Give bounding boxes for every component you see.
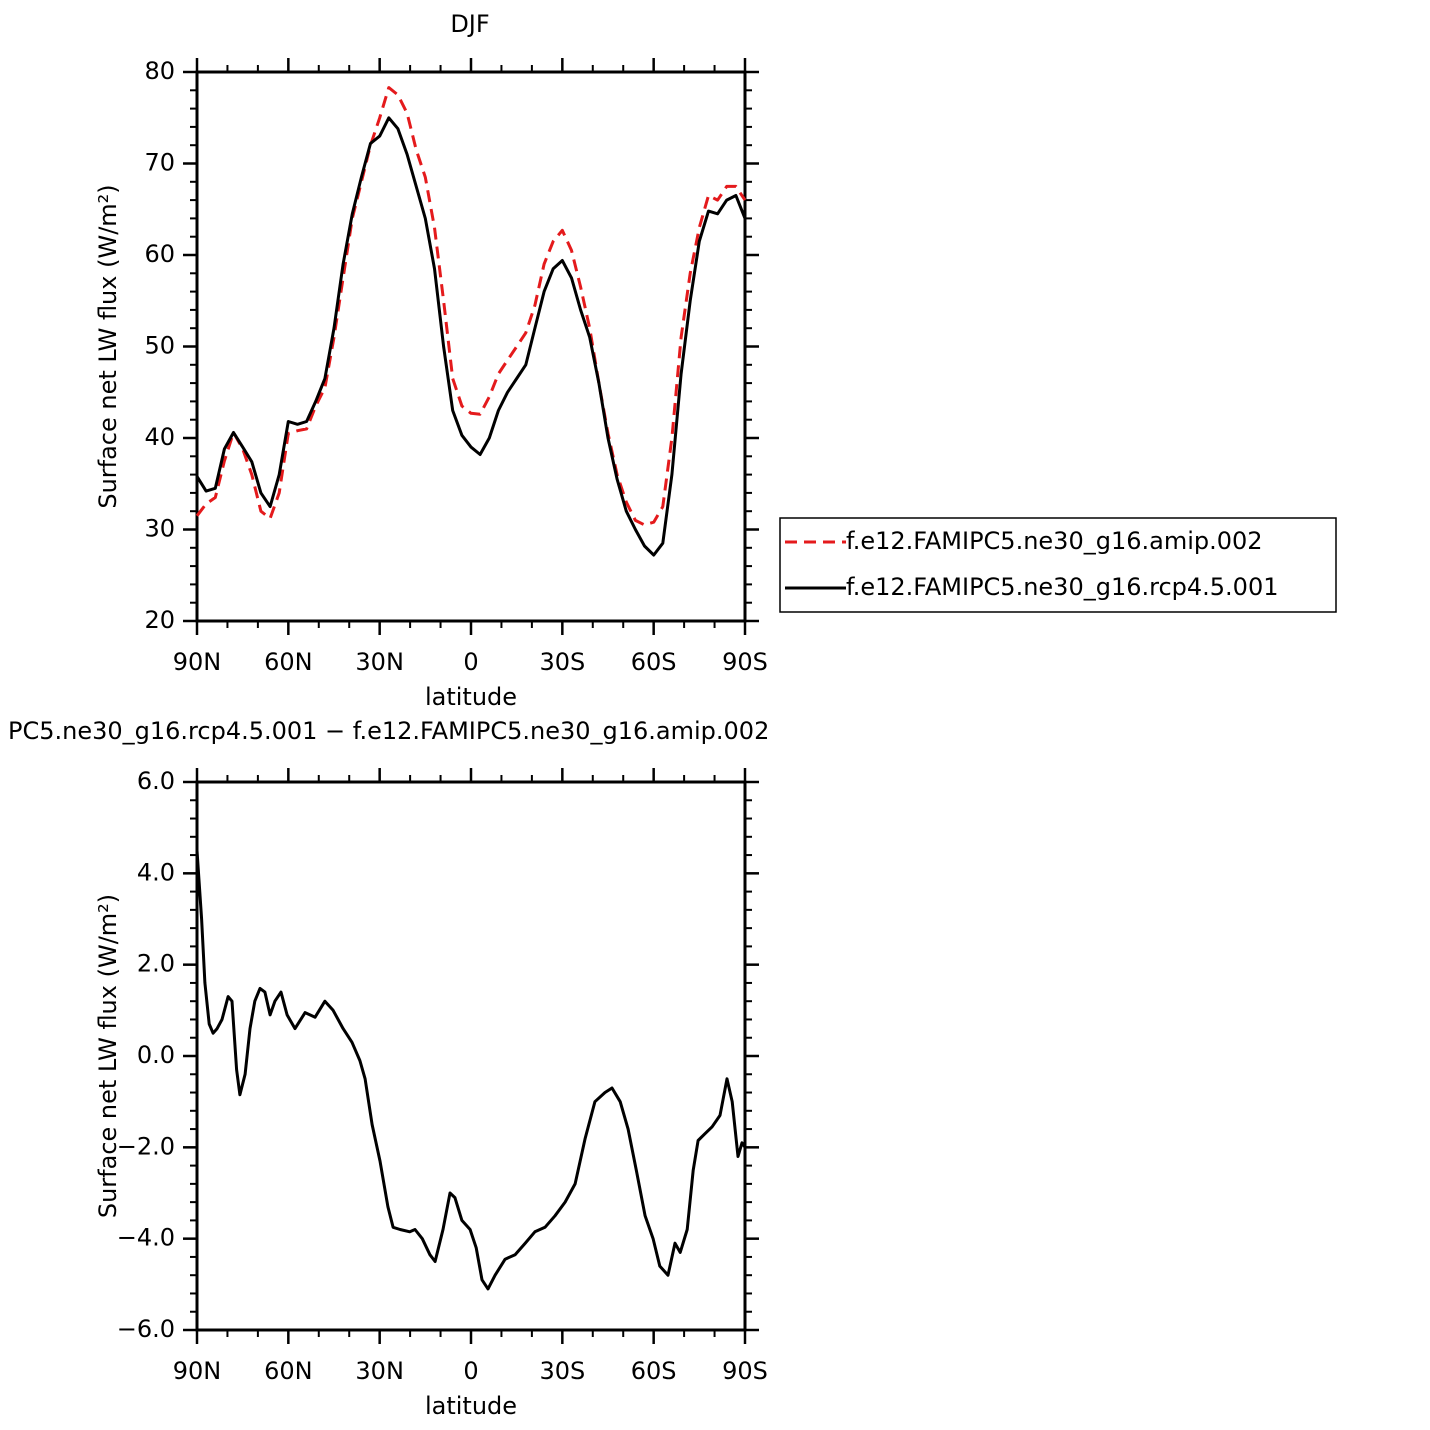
y-axis-label: Surface net LW flux (W/m²) xyxy=(94,894,122,1218)
x-tick-label: 30S xyxy=(539,1357,585,1385)
x-tick-label: 60S xyxy=(631,1357,677,1385)
x-tick-label: 60N xyxy=(264,1357,313,1385)
legend-box xyxy=(779,517,1337,613)
x-axis-label: latitude xyxy=(425,683,517,711)
y-tick-label: −6.0 xyxy=(117,1315,175,1343)
y-tick-label: 40 xyxy=(144,423,175,451)
x-tick-label: 60S xyxy=(631,648,677,676)
y-tick-label: 6.0 xyxy=(137,767,175,795)
chart-title: DJF xyxy=(450,10,489,38)
plot-area: DJF latitude Surface net LW flux (W/m²) 20 3… xyxy=(94,10,1337,711)
x-tick-label: 90N xyxy=(173,648,222,676)
legend-label: f.e12.FAMIPC5.ne30_g16.rcp4.5.001 xyxy=(846,573,1279,601)
series-line xyxy=(195,850,747,1291)
y-tick-label: 60 xyxy=(144,240,175,268)
y-axis-label: Surface net LW flux (W/m²) xyxy=(94,184,122,508)
x-tick-label: 30N xyxy=(355,1357,404,1385)
x-tick-label: 30N xyxy=(355,648,404,676)
x-tick-label: 0 xyxy=(463,1357,478,1385)
y-tick-label: 50 xyxy=(144,332,175,360)
y-tick-label: −4.0 xyxy=(117,1224,175,1252)
chart-title: PC5.ne30_g16.rcp4.5.001 − f.e12.FAMIPC5.… xyxy=(8,717,769,745)
x-tick-label: 60N xyxy=(264,648,313,676)
y-tick-label: 80 xyxy=(144,57,175,85)
series-line xyxy=(195,116,747,557)
y-tick-label: 70 xyxy=(144,149,175,177)
x-tick-label: 90N xyxy=(173,1357,222,1385)
x-tick-label: 90S xyxy=(722,1357,768,1385)
plot-area: PC5.ne30_g16.rcp4.5.001 − f.e12.FAMIPC5.… xyxy=(8,717,769,1420)
series-line xyxy=(195,86,747,527)
plot-frame xyxy=(195,780,747,1332)
x-tick-label: 30S xyxy=(539,648,585,676)
y-tick-label: 30 xyxy=(144,515,175,543)
y-tick-label: 0.0 xyxy=(137,1041,175,1069)
x-tick-label: 0 xyxy=(463,648,478,676)
y-tick-label: 4.0 xyxy=(137,858,175,886)
legend: f.e12.FAMIPC5.ne30_g16.amip.002 f.e12.FAM… xyxy=(779,517,1337,613)
legend-label: f.e12.FAMIPC5.ne30_g16.amip.002 xyxy=(846,527,1263,555)
y-tick-label: −2.0 xyxy=(117,1132,175,1160)
y-tick-label: 20 xyxy=(144,606,175,634)
x-tick-label: 90S xyxy=(722,648,768,676)
x-axis-label: latitude xyxy=(425,1392,517,1420)
y-tick-label: 2.0 xyxy=(137,950,175,978)
